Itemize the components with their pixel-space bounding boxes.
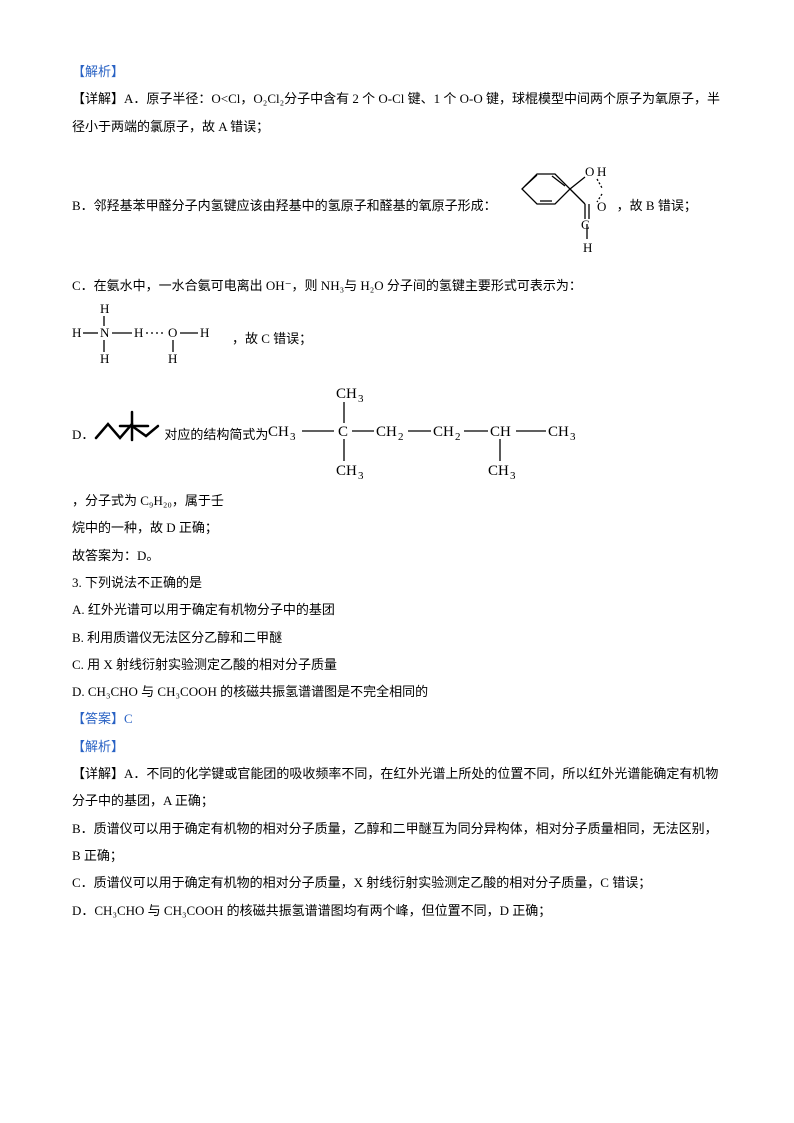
q3-exp-a: 【详解】A．不同的化学键或官能团的吸收频率不同，在红外光谱上所处的位置不同，所以… bbox=[72, 760, 722, 815]
q3-answer: C bbox=[124, 711, 133, 726]
q3-opt-a: A. 红外光谱可以用于确定有机物分子中的基团 bbox=[72, 596, 722, 623]
q2-b-prefix: B．邻羟基苯甲醛分子内氢键应该由羟基中的氢原子和醛基的氧原子形成： bbox=[72, 192, 497, 219]
q2-final: 故答案为：D。 bbox=[72, 542, 722, 569]
q2-d-line2: 烷中的一种，故 D 正确； bbox=[72, 514, 722, 541]
q2-a-text: A．原子半径：O<Cl，O₂Cl₂分子中含有 2 个 O-Cl 键、1 个 O-… bbox=[72, 91, 720, 133]
q2-exp-d: D． 对应的结构简式为 CH3 CH3 C CH2 CH2 CH CH3 CH3… bbox=[72, 383, 722, 515]
svg-text:H: H bbox=[100, 301, 109, 316]
q3-opt-b: B. 利用质谱仪无法区分乙醇和二甲醚 bbox=[72, 624, 722, 651]
svg-text:O: O bbox=[585, 164, 594, 179]
q3-exp-d: D．CH₃CHO 与 CH₃COOH 的核磁共振氢谱谱图均有两个峰，但位置不同，… bbox=[72, 897, 722, 924]
q2-d-prefix: D． bbox=[72, 421, 94, 448]
svg-text:2: 2 bbox=[398, 431, 404, 443]
svg-text:CH: CH bbox=[268, 424, 289, 440]
svg-text:3: 3 bbox=[358, 470, 364, 482]
svg-text:CH: CH bbox=[488, 463, 509, 479]
q2-b-suffix: ，故 B 错误； bbox=[617, 192, 697, 219]
q2-d-mid: 对应的结构简式为 bbox=[164, 421, 268, 448]
chain-structure-icon: CH3 CH3 C CH2 CH2 CH CH3 CH3 CH3 bbox=[268, 383, 598, 487]
q3-number: 3. bbox=[72, 575, 82, 590]
q2-exp-a: 【详解】A．原子半径：O<Cl，O₂Cl₂分子中含有 2 个 O-Cl 键、1 … bbox=[72, 85, 722, 140]
answer-label: 【答案】 bbox=[72, 711, 124, 726]
svg-text:3: 3 bbox=[510, 470, 516, 482]
skeleton-structure-icon bbox=[94, 410, 164, 459]
svg-text:H: H bbox=[583, 240, 592, 255]
detail-label-2: 【详解】 bbox=[72, 766, 124, 781]
svg-text:C: C bbox=[581, 217, 590, 232]
svg-text:3: 3 bbox=[570, 431, 576, 443]
q3-exp-c: C．质谱仪可以用于确定有机物的相对分子质量，X 射线衍射实验测定乙酸的相对分子质… bbox=[72, 869, 722, 896]
svg-text:3: 3 bbox=[358, 393, 364, 405]
q3-opt-c: C. 用 X 射线衍射实验测定乙酸的相对分子质量 bbox=[72, 651, 722, 678]
q3-exp-b: B．质谱仪可以用于确定有机物的相对分子质量，乙醇和二甲醚互为同分异构体，相对分子… bbox=[72, 815, 722, 870]
q3-stem-line: 3. 下列说法不正确的是 bbox=[72, 569, 722, 596]
svg-text:3: 3 bbox=[290, 431, 296, 443]
svg-text:H: H bbox=[200, 325, 209, 340]
svg-text:H: H bbox=[134, 325, 143, 340]
svg-text:CH: CH bbox=[490, 424, 511, 440]
detail-label: 【详解】 bbox=[72, 91, 124, 106]
q2-c-suffix: ，故 C 错误； bbox=[232, 325, 312, 352]
svg-text:2: 2 bbox=[455, 431, 461, 443]
svg-text:C: C bbox=[338, 424, 348, 440]
svg-text:CH: CH bbox=[336, 463, 357, 479]
svg-text:CH: CH bbox=[376, 424, 397, 440]
analysis-label: 【解析】 bbox=[72, 58, 722, 85]
q3-exp-a-text: A．不同的化学键或官能团的吸收频率不同，在红外光谱上所处的位置不同，所以红外光谱… bbox=[72, 766, 718, 808]
svg-text:O: O bbox=[168, 325, 177, 340]
q2-d-suffix: ，分子式为 C₉H₂₀，属于壬 bbox=[72, 487, 224, 514]
svg-text:H: H bbox=[168, 351, 177, 366]
svg-text:CH: CH bbox=[336, 386, 357, 402]
svg-text:H: H bbox=[72, 325, 81, 340]
q2-c-structure-row: H H N H O H H H ，故 C 错误； bbox=[72, 299, 722, 378]
q3-stem: 下列说法不正确的是 bbox=[85, 575, 202, 590]
q3-analysis-label: 【解析】 bbox=[72, 733, 722, 760]
svg-text:CH: CH bbox=[548, 424, 569, 440]
benzene-structure-icon: O H O C H bbox=[497, 144, 617, 268]
svg-text:O: O bbox=[597, 199, 606, 214]
q3-answer-line: 【答案】C bbox=[72, 705, 722, 732]
q2-exp-b: B．邻羟基苯甲醛分子内氢键应该由羟基中的氢原子和醛基的氧原子形成： O H O bbox=[72, 144, 722, 268]
svg-text:H: H bbox=[597, 164, 606, 179]
svg-text:CH: CH bbox=[433, 424, 454, 440]
svg-text:H: H bbox=[100, 351, 109, 366]
svg-text:N: N bbox=[100, 325, 110, 340]
q3-opt-d: D. CH₃CHO 与 CH₃COOH 的核磁共振氢谱谱图是不完全相同的 bbox=[72, 678, 722, 705]
q2-exp-c: C．在氨水中，一水合氨可电离出 OH⁻，则 NH₃与 H₂O 分子间的氢键主要形… bbox=[72, 272, 722, 299]
nh3-h2o-structure-icon: H H N H O H H H bbox=[72, 299, 232, 378]
